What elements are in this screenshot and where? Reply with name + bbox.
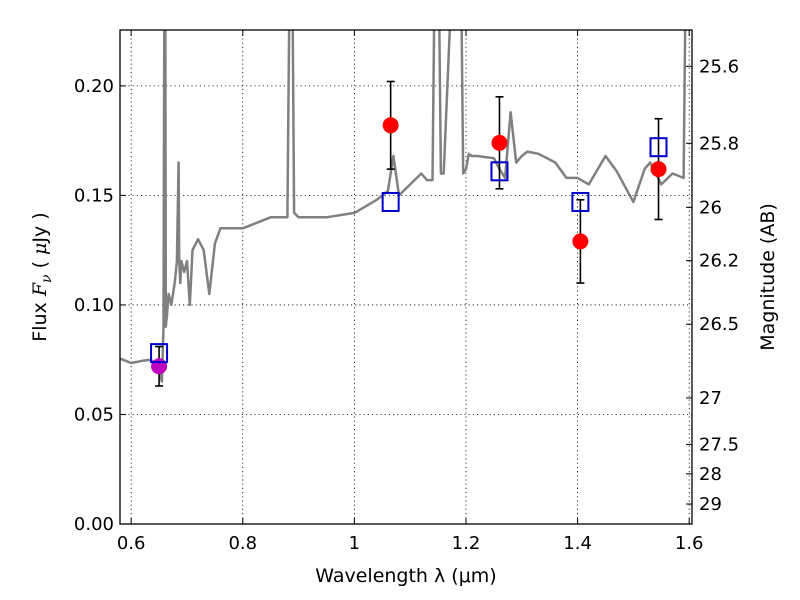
model-flux-point	[490, 161, 509, 182]
y2-axis-label: Magnitude (AB)	[757, 203, 779, 351]
observed-flux-point	[650, 161, 667, 178]
y-axis-label-subscript: ν	[39, 274, 55, 283]
x-tick-label: 0.8	[228, 533, 257, 554]
y2-tick-label: 27	[699, 388, 722, 409]
y-tick-label: 0.15	[74, 185, 114, 206]
x-tick-label: 1.4	[563, 533, 592, 554]
y-axis-label: Flux Fν ( μJy )	[29, 212, 55, 341]
y-axis-label-symbol: F	[29, 282, 51, 297]
y-tick-label: 0.00	[74, 514, 114, 535]
observed-flux-point	[572, 233, 589, 250]
y-axis-label-unit: Jy )	[29, 212, 51, 243]
x-tick-label: 1.2	[452, 533, 481, 554]
y-tick-label: 0.10	[74, 295, 114, 316]
model-flux-point	[649, 137, 668, 158]
model-flux-point	[571, 191, 590, 212]
observed-flux-point	[151, 358, 168, 375]
y2-tick-label: 25.8	[699, 133, 739, 154]
model-flux-point	[150, 343, 169, 364]
y2-tick-label: 27.5	[699, 434, 739, 455]
ticks: 0.6 0.8 1 1.2 1.4 1.6 0.00 0.05 0.10 0.15 0.20 25.6…	[74, 30, 739, 554]
y-axis-label-open: (	[29, 255, 51, 275]
x-tick-label: 1.6	[675, 533, 704, 554]
observed-flux-point	[491, 134, 508, 151]
y-tick-label: 0.05	[74, 404, 114, 425]
spectrum-line	[120, 30, 687, 383]
x-tick-label: 0.6	[117, 533, 146, 554]
observed-flux-point	[382, 117, 399, 134]
y2-tick-label: 29	[699, 494, 722, 515]
y2-tick-label: 25.6	[699, 56, 739, 77]
y-axis-label-mu: μ	[29, 243, 51, 255]
model-flux-point	[381, 191, 400, 212]
y2-tick-label: 26.5	[699, 314, 739, 335]
grid	[120, 30, 692, 525]
data-layer	[120, 30, 687, 387]
y-axis-label-prefix: Flux	[29, 296, 51, 342]
y2-tick-label: 26.2	[699, 251, 739, 272]
y2-tick-label: 28	[699, 464, 722, 485]
y2-tick-label: 26	[699, 197, 722, 218]
x-axis-label: Wavelength λ (μm)	[315, 565, 496, 587]
y-tick-label: 0.20	[74, 76, 114, 97]
x-tick-label: 1	[349, 533, 360, 554]
plot-frame	[119, 29, 693, 525]
